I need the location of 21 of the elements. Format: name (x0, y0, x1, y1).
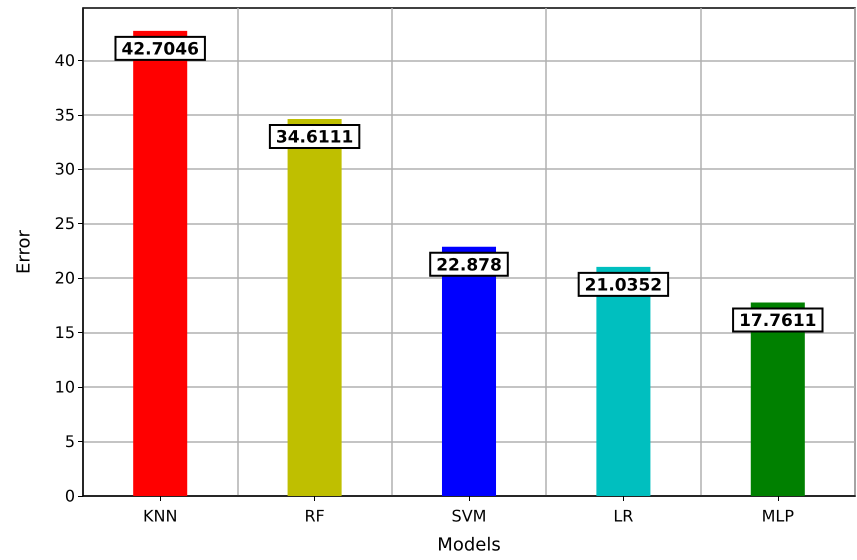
y-tick-label: 25 (54, 214, 75, 234)
data-label: 17.7611 (739, 311, 817, 332)
data-label: 21.0352 (584, 275, 662, 296)
y-tick-label: 40 (54, 50, 75, 70)
x-tick-label: SVM (452, 506, 486, 526)
y-tick-label: 5 (64, 432, 75, 452)
data-label: 34.6111 (276, 127, 354, 148)
y-tick-label: 10 (54, 378, 75, 397)
y-tick-label: 35 (54, 105, 75, 124)
y-tick-label: 0 (64, 486, 75, 506)
y-tick-label: 20 (54, 268, 75, 288)
x-axis-title: Models (437, 534, 501, 556)
x-tick-label: KNN (142, 506, 178, 526)
data-label: 22.878 (436, 255, 502, 276)
x-tick-label: RF (304, 506, 325, 526)
data-label: 42.7046 (121, 39, 199, 60)
y-tick-label: 15 (54, 323, 75, 342)
y-axis-title: Error (14, 229, 34, 274)
y-tick-label: 30 (54, 160, 75, 179)
x-tick-label: LR (613, 506, 634, 526)
x-tick-label: MLP (762, 506, 794, 526)
